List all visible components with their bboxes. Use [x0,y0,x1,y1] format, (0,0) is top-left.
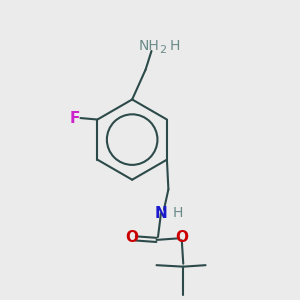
Text: F: F [70,110,80,125]
Text: NH: NH [139,39,160,53]
Text: O: O [175,230,188,245]
Text: N: N [154,206,167,221]
Text: H: H [169,39,180,53]
Text: H: H [172,206,182,220]
Text: O: O [126,230,139,245]
Text: 2: 2 [159,45,166,56]
